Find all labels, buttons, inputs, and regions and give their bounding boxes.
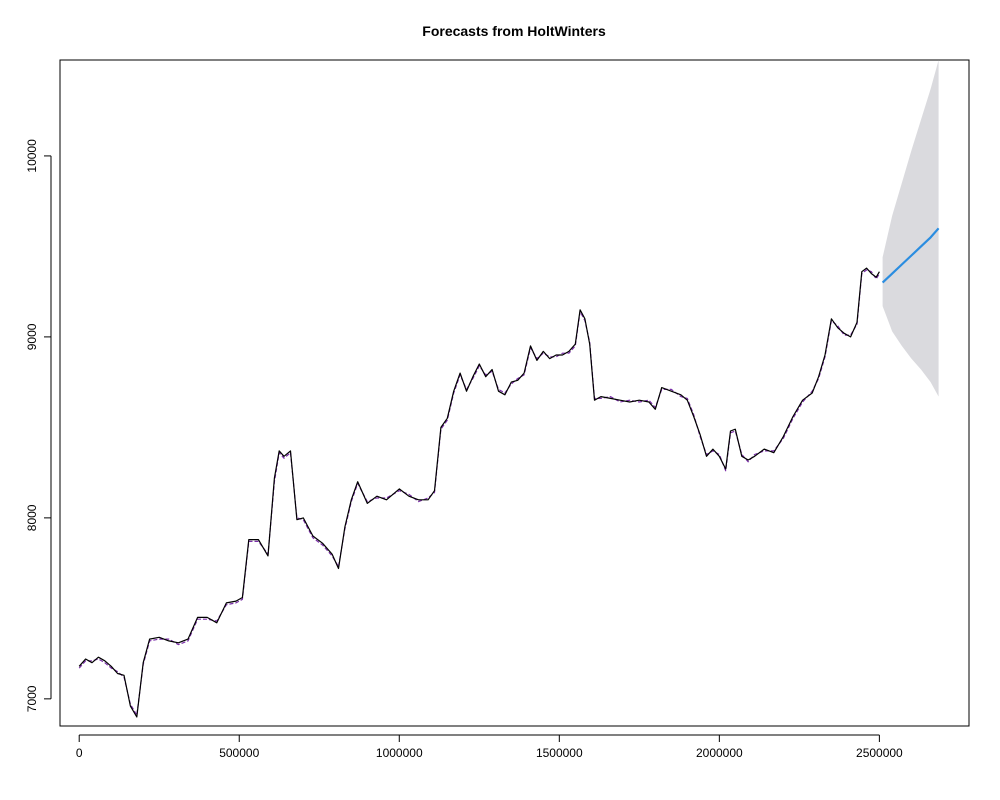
prediction-interval [882, 60, 939, 397]
y-axis: 7000 8000 9000 10000 [25, 139, 52, 712]
forecast-series [881, 227, 940, 284]
plot-frame [59, 59, 970, 727]
y-tick-label: 10000 [25, 139, 39, 173]
y-tick-label: 7000 [25, 685, 39, 712]
observed-line [78, 267, 880, 718]
chart-title: Forecasts from HoltWinters [422, 23, 606, 39]
observed-series [78, 267, 880, 718]
forecast-line [881, 227, 940, 284]
x-tick-label: 0 [76, 746, 83, 760]
x-tick-label: 2000000 [696, 746, 743, 760]
x-tick-label: 500000 [219, 746, 259, 760]
x-tick-label: 1500000 [536, 746, 583, 760]
prediction-interval-band [882, 60, 939, 397]
x-tick-label: 2500000 [856, 746, 903, 760]
x-axis: 0 500000 1000000 1500000 2000000 2500000 [76, 734, 903, 760]
y-tick-label: 9000 [25, 323, 39, 350]
y-tick-label: 8000 [25, 504, 39, 531]
x-tick-label: 1000000 [376, 746, 423, 760]
